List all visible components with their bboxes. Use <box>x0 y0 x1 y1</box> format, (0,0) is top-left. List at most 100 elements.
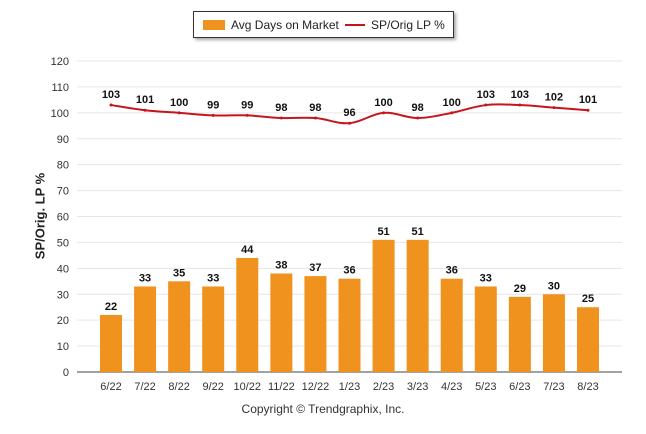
line-value-label: 100 <box>170 97 188 109</box>
y-tick-label: 30 <box>57 289 69 301</box>
bar <box>236 257 259 372</box>
line-point <box>143 108 147 112</box>
line-point <box>177 111 181 115</box>
line-point <box>518 103 522 107</box>
y-tick-label: 100 <box>51 108 69 120</box>
x-tick-label: 5/23 <box>475 381 496 393</box>
line-value-label: 96 <box>343 107 355 119</box>
x-tick-label: 3/23 <box>407 381 428 393</box>
bar-value-label: 36 <box>446 265 458 277</box>
y-tick-label: 90 <box>57 134 69 146</box>
legend-bar-swatch <box>203 20 225 30</box>
x-tick-label: 6/22 <box>100 381 121 393</box>
bar <box>304 276 327 372</box>
copyright-text: Copyright © Trendgraphix, Inc. <box>241 402 405 416</box>
line-value-label: 98 <box>412 102 424 114</box>
line-value-label: 99 <box>207 99 219 111</box>
x-tick-label: 7/22 <box>134 381 155 393</box>
line-point <box>279 116 283 120</box>
y-tick-label: 0 <box>63 367 69 379</box>
x-tick-label: 2/23 <box>373 381 394 393</box>
line-value-label: 98 <box>309 102 321 114</box>
line-point <box>348 121 351 125</box>
line-point <box>211 113 215 117</box>
x-tick-label: 6/23 <box>509 381 530 393</box>
bar-series <box>100 239 599 372</box>
line-value-label: 98 <box>275 102 287 114</box>
bar-value-label: 35 <box>173 267 185 279</box>
x-tick-label: 11/22 <box>268 381 295 393</box>
line-point <box>245 113 249 117</box>
bar <box>100 314 122 372</box>
grid-lines <box>77 60 622 347</box>
bar <box>577 307 599 372</box>
x-tick-label: 7/23 <box>543 381 564 393</box>
line-value-label: 100 <box>374 97 392 109</box>
line-series <box>109 103 590 125</box>
bar <box>202 286 225 372</box>
bar-value-label: 33 <box>480 272 492 284</box>
bar <box>474 286 497 372</box>
bar <box>270 273 293 372</box>
y-tick-label: 80 <box>57 160 69 172</box>
y-tick-label: 40 <box>57 263 69 275</box>
y-axis-label: SP/Orig. LP % <box>32 172 48 260</box>
line-value-label: 103 <box>477 89 495 101</box>
bar-value-label: 30 <box>548 280 560 292</box>
x-tick-label: 8/22 <box>168 381 189 393</box>
line-point <box>552 106 556 110</box>
line-point <box>313 116 317 120</box>
legend-line-swatch <box>345 24 365 26</box>
x-tick-label: 12/22 <box>302 381 330 393</box>
bar-value-label: 36 <box>343 265 355 277</box>
x-tick-label: 4/23 <box>441 381 462 393</box>
line-value-label: 99 <box>241 99 253 111</box>
legend-bar-label: Avg Days on Market <box>231 18 339 32</box>
legend: Avg Days on Market SP/Orig LP % <box>193 11 454 38</box>
y-tick-label: 50 <box>57 237 69 249</box>
bar <box>406 239 429 372</box>
line-point <box>484 103 488 107</box>
bar-value-label: 25 <box>582 293 594 305</box>
x-tick-label: 1/23 <box>339 381 360 393</box>
bar <box>508 296 531 372</box>
bar <box>372 239 395 372</box>
line-point <box>450 111 454 115</box>
bar <box>168 281 191 372</box>
axes: 0 10 20 30 40 50 60 70 80 90 100 110 120 6/22 7/22 8/22… <box>51 56 622 393</box>
bar-value-label: 29 <box>514 283 526 295</box>
y-tick-label: 60 <box>57 212 69 224</box>
bar-value-label: 51 <box>412 226 424 238</box>
bar <box>134 286 157 372</box>
bar-value-label: 33 <box>139 272 151 284</box>
bar-value-label: 22 <box>105 301 117 313</box>
line-value-label: 103 <box>511 89 529 101</box>
x-tick-label: 8/23 <box>577 381 598 393</box>
bar-value-label: 33 <box>207 272 219 284</box>
bar-value-label: 44 <box>241 244 254 256</box>
legend-line-label: SP/Orig LP % <box>371 18 445 32</box>
y-tick-label: 120 <box>51 56 69 68</box>
x-tick-label: 10/22 <box>234 381 262 393</box>
line-value-label: 103 <box>102 89 120 101</box>
line-value-label: 100 <box>443 97 461 109</box>
bar <box>338 278 361 372</box>
bar-value-label: 37 <box>309 262 321 274</box>
y-tick-label: 70 <box>57 186 69 198</box>
y-tick-label: 10 <box>57 341 69 353</box>
bar-value-label: 51 <box>377 226 389 238</box>
bar <box>542 294 565 372</box>
bar-value-label: 38 <box>275 260 287 272</box>
bar <box>440 278 463 372</box>
line-value-label: 102 <box>545 92 563 104</box>
y-tick-label: 20 <box>57 315 69 327</box>
x-tick-label: 9/22 <box>203 381 224 393</box>
line-point <box>586 108 590 112</box>
line-value-label: 101 <box>579 94 597 106</box>
line-point <box>109 103 113 107</box>
y-tick-label: 110 <box>51 82 69 94</box>
line-value-label: 101 <box>136 94 154 106</box>
line-point <box>416 116 420 120</box>
data-labels: 22 33 35 33 44 38 37 36 51 51 36 33 29 30 25 103 101 100 9… <box>102 89 597 313</box>
